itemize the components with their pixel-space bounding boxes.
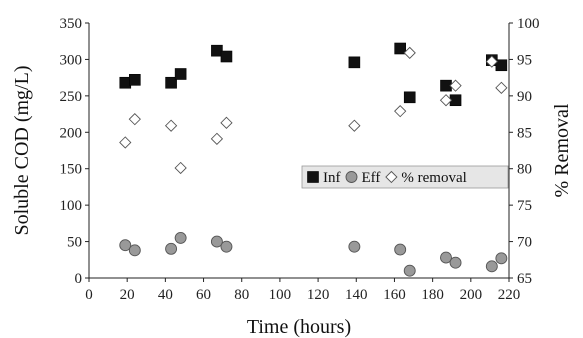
point-removal bbox=[119, 136, 132, 149]
point-eff bbox=[348, 240, 361, 253]
legend-marker-eff bbox=[345, 171, 358, 183]
y2-axis-title: % Removal bbox=[551, 103, 573, 197]
point-inf bbox=[174, 68, 187, 80]
y2-tick-label: 80 bbox=[517, 162, 532, 178]
point-removal bbox=[128, 113, 141, 126]
x-axis-title: Time (hours) bbox=[247, 316, 351, 338]
legend-marker-removal bbox=[385, 170, 398, 184]
legend-label-removal: % removal bbox=[401, 170, 466, 186]
legend-label-inf: Inf bbox=[323, 170, 341, 186]
y2-tick-label: 70 bbox=[517, 235, 532, 251]
x-tick-label: 140 bbox=[345, 287, 368, 303]
y-tick-label: 0 bbox=[75, 271, 83, 287]
y-axis-title: Soluble COD (mg/L) bbox=[11, 66, 33, 236]
x-tick-label: 20 bbox=[120, 287, 135, 303]
point-removal bbox=[439, 94, 453, 107]
ticks-layer: 0 20 40 60 80 100 120 140 160 180 200 220 0 50 100 150 2… bbox=[60, 16, 540, 303]
x-tick-label: 180 bbox=[421, 287, 444, 303]
x-tick-label: 100 bbox=[269, 287, 292, 303]
x-tick-label: 200 bbox=[460, 287, 483, 303]
y-tick-label: 200 bbox=[60, 125, 83, 141]
x-tick-label: 0 bbox=[85, 287, 93, 303]
point-removal bbox=[394, 105, 407, 118]
point-removal bbox=[485, 55, 498, 68]
y2-tick-label: 85 bbox=[517, 125, 532, 141]
point-inf bbox=[129, 74, 141, 86]
point-eff bbox=[403, 264, 416, 277]
y2-tick-label: 90 bbox=[517, 89, 532, 105]
point-eff bbox=[165, 242, 178, 255]
y-tick-label: 350 bbox=[60, 16, 83, 32]
point-removal bbox=[174, 161, 187, 175]
point-inf bbox=[348, 56, 361, 69]
x-tick-label: 80 bbox=[234, 287, 249, 303]
axes-layer bbox=[88, 23, 510, 279]
y2-tick-label: 95 bbox=[517, 52, 532, 68]
y2-tick-label: 100 bbox=[517, 16, 540, 32]
point-removal bbox=[210, 132, 224, 145]
point-inf bbox=[495, 59, 508, 72]
legend-label-eff: Eff bbox=[362, 170, 381, 186]
marks-layer bbox=[119, 42, 508, 277]
x-tick-label: 220 bbox=[498, 287, 521, 303]
point-inf bbox=[165, 76, 177, 89]
x-tick-label: 160 bbox=[383, 287, 406, 303]
point-eff bbox=[128, 244, 141, 257]
point-removal bbox=[495, 81, 508, 94]
point-inf bbox=[220, 50, 233, 63]
y2-tick-label: 75 bbox=[517, 198, 532, 214]
point-removal bbox=[164, 119, 178, 132]
point-eff bbox=[440, 251, 452, 264]
point-eff bbox=[174, 231, 187, 244]
point-removal bbox=[449, 79, 462, 92]
point-removal bbox=[348, 119, 361, 132]
point-eff bbox=[485, 260, 498, 273]
point-inf bbox=[403, 91, 416, 104]
point-eff bbox=[394, 243, 407, 256]
legend: Inf Eff % removal bbox=[301, 165, 509, 189]
y-tick-label: 300 bbox=[60, 52, 83, 68]
x-tick-label: 40 bbox=[158, 287, 173, 303]
y-tick-label: 150 bbox=[60, 162, 83, 178]
y-tick-label: 100 bbox=[60, 198, 83, 214]
point-eff bbox=[449, 256, 462, 269]
point-eff bbox=[495, 252, 508, 265]
point-removal bbox=[220, 116, 233, 129]
point-inf bbox=[211, 44, 223, 57]
point-inf bbox=[394, 42, 406, 55]
point-eff bbox=[210, 235, 223, 248]
legend-marker-inf bbox=[307, 171, 319, 183]
y-tick-label: 250 bbox=[60, 89, 83, 105]
point-eff bbox=[220, 240, 233, 253]
x-tick-label: 60 bbox=[196, 287, 211, 303]
x-tick-label: 120 bbox=[307, 287, 330, 303]
y2-tick-label: 65 bbox=[517, 271, 532, 287]
point-eff bbox=[119, 239, 132, 252]
y-tick-label: 50 bbox=[67, 235, 82, 251]
point-removal bbox=[403, 46, 416, 60]
